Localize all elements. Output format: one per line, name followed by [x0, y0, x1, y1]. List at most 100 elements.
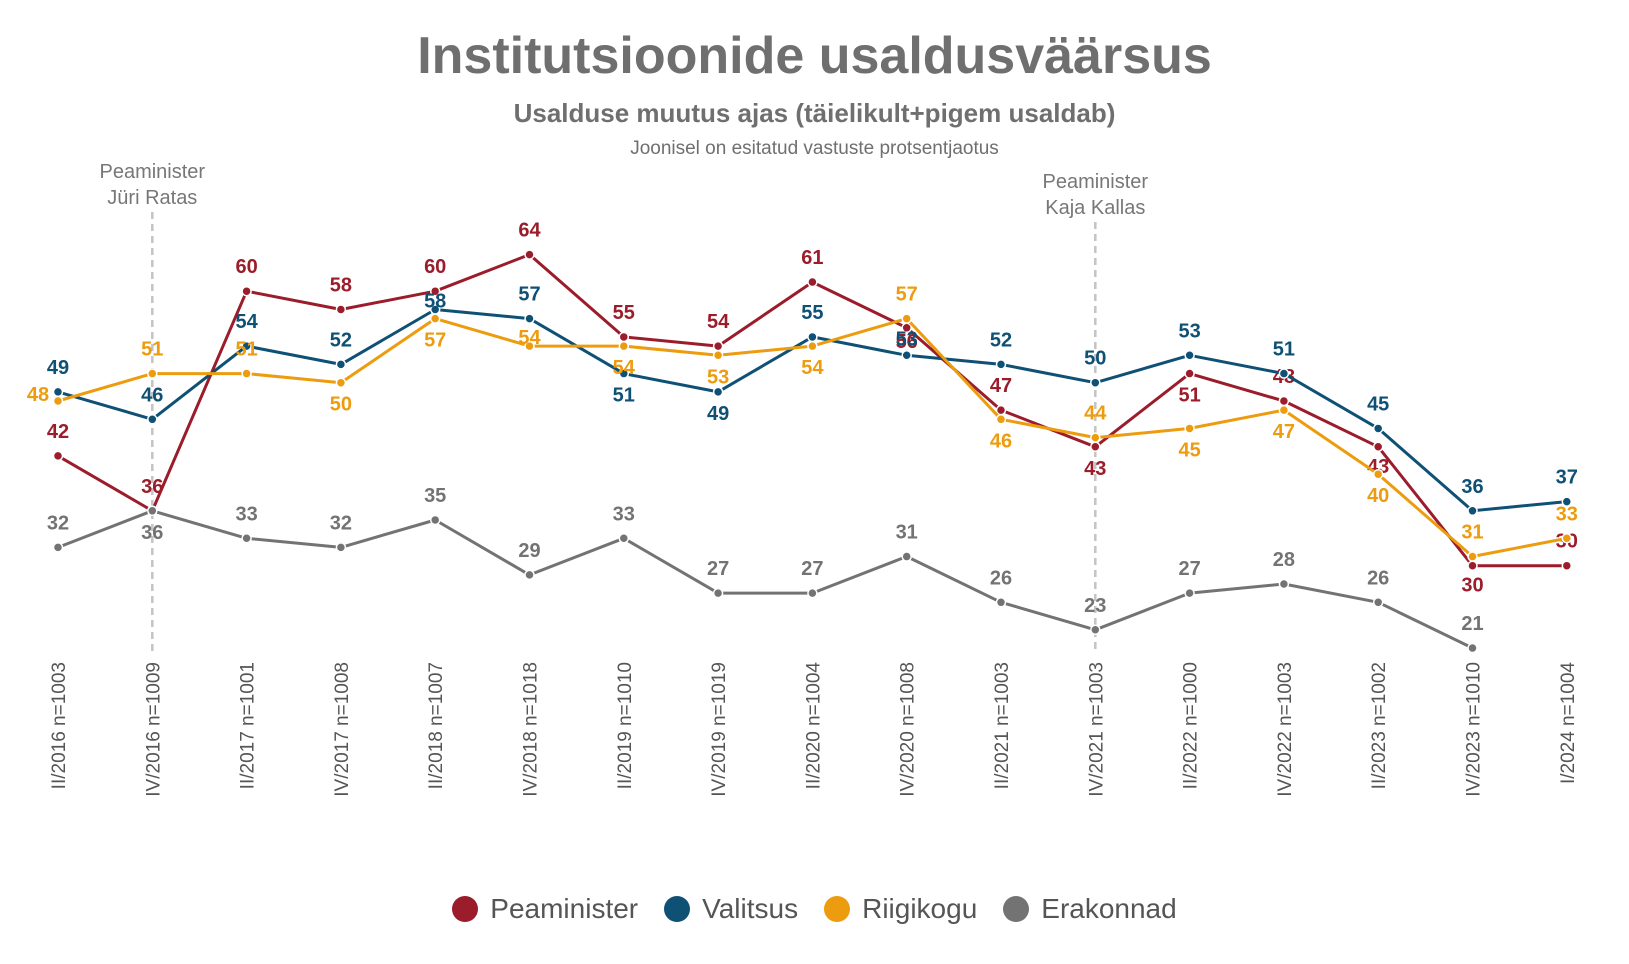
point-peaminister-10	[995, 404, 1007, 416]
legend-item-riigikogu[interactable]: Riigikogu	[824, 893, 977, 925]
data-label-valitsus-2: 54	[235, 311, 258, 333]
point-erakonnad-0	[52, 542, 64, 553]
point-valitsus-10	[995, 359, 1007, 370]
data-label-erakonnad-14: 26	[1367, 567, 1389, 589]
point-peaminister-5	[524, 249, 535, 260]
point-riigikogu-14	[1372, 468, 1384, 480]
legend-label-peaminister: Peaminister	[490, 893, 639, 924]
point-valitsus-1	[147, 414, 158, 425]
x-tick-label-12: II/2022 n=1000	[1181, 662, 1202, 789]
data-label-riigikogu-6: 54	[613, 357, 636, 379]
data-label-erakonnad-7: 27	[707, 558, 729, 580]
legend-marker-erakonnad	[1003, 896, 1030, 922]
point-valitsus-11	[1090, 377, 1101, 388]
series-line-erakonnad	[57, 509, 1474, 650]
legend-item-peaminister[interactable]: Peaminister	[452, 893, 638, 925]
point-riigikogu-16	[1561, 533, 1573, 544]
point-peaminister-14	[1372, 441, 1384, 452]
point-riigikogu-1	[147, 368, 158, 379]
annotation-text-0-line1: Peaminister	[99, 161, 205, 183]
data-label-valitsus-10: 52	[990, 329, 1012, 351]
point-peaminister-13	[1278, 395, 1290, 407]
x-tick-label-16: I/2024 n=1004	[1558, 662, 1579, 784]
point-erakonnad-1	[147, 505, 158, 517]
legend-marker-peaminister	[452, 896, 479, 922]
point-valitsus-8	[807, 331, 818, 343]
point-riigikogu-11	[1090, 432, 1101, 443]
data-label-riigikogu-0: 48	[27, 384, 49, 406]
data-label-riigikogu-16: 33	[1556, 503, 1578, 525]
point-valitsus-9	[901, 350, 912, 361]
point-valitsus-13	[1278, 368, 1290, 379]
x-tick-label-7: IV/2019 n=1019	[709, 662, 730, 797]
point-peaminister-11	[1090, 441, 1101, 452]
point-peaminister-0	[52, 450, 64, 462]
point-riigikogu-10	[995, 414, 1007, 425]
data-label-valitsus-13: 51	[1273, 339, 1295, 361]
point-peaminister-16	[1561, 560, 1573, 571]
point-erakonnad-2	[241, 533, 252, 544]
data-label-peaminister-11: 43	[1084, 458, 1106, 480]
data-label-valitsus-14: 45	[1367, 393, 1389, 415]
data-label-riigikogu-1: 51	[141, 339, 163, 361]
chart-note: Joonisel on esitatud vastuste protsentja…	[630, 138, 999, 159]
point-valitsus-16	[1561, 496, 1573, 507]
data-label-peaminister-15: 30	[1461, 575, 1483, 597]
annotation-text-0-line2: Jüri Ratas	[107, 187, 197, 209]
data-label-riigikogu-9: 57	[896, 284, 918, 306]
data-label-erakonnad-6: 33	[613, 503, 635, 525]
data-label-erakonnad-9: 31	[896, 522, 918, 544]
x-tick-label-10: II/2021 n=1003	[992, 662, 1013, 789]
data-label-peaminister-7: 54	[707, 311, 730, 333]
data-label-riigikogu-13: 47	[1273, 421, 1295, 443]
data-label-erakonnad-2: 33	[235, 503, 257, 525]
x-tick-label-11: IV/2021 n=1003	[1086, 662, 1107, 797]
point-riigikogu-7	[712, 350, 724, 361]
data-label-riigikogu-12: 45	[1178, 439, 1200, 461]
legend-item-erakonnad[interactable]: Erakonnad	[1003, 893, 1177, 925]
point-valitsus-12	[1184, 350, 1195, 361]
data-label-peaminister-10: 47	[990, 375, 1012, 397]
point-valitsus-5	[524, 313, 535, 324]
legend-marker-valitsus	[664, 896, 691, 922]
x-tick-label-2: II/2017 n=1001	[238, 662, 259, 789]
data-label-erakonnad-1: 36	[141, 522, 163, 544]
data-label-riigikogu-14: 40	[1367, 485, 1389, 507]
point-riigikogu-8	[807, 340, 818, 352]
x-tick-label-5: IV/2018 n=1018	[521, 662, 542, 797]
point-erakonnad-3	[335, 542, 347, 553]
data-label-riigikogu-10: 46	[990, 430, 1012, 452]
legend-label-valitsus: Valitsus	[702, 893, 799, 924]
point-valitsus-14	[1372, 423, 1384, 434]
data-label-erakonnad-11: 23	[1084, 595, 1106, 617]
x-tick-label-6: II/2019 n=1010	[615, 662, 636, 789]
data-label-riigikogu-2: 51	[235, 339, 257, 361]
point-peaminister-4	[429, 285, 441, 297]
point-erakonnad-14	[1372, 597, 1384, 608]
annotation-text-1-line1: Peaminister	[1042, 171, 1148, 193]
data-label-riigikogu-8: 54	[801, 357, 824, 379]
point-peaminister-15	[1467, 560, 1478, 571]
data-label-riigikogu-5: 54	[518, 327, 541, 349]
point-riigikogu-2	[241, 368, 252, 379]
point-riigikogu-15	[1467, 551, 1478, 562]
legend-item-valitsus[interactable]: Valitsus	[664, 893, 798, 925]
data-label-riigikogu-11: 44	[1084, 403, 1107, 425]
point-erakonnad-5	[524, 569, 535, 581]
point-erakonnad-13	[1278, 578, 1290, 590]
data-label-valitsus-11: 50	[1084, 348, 1106, 370]
point-riigikogu-4	[429, 313, 441, 324]
data-label-valitsus-12: 53	[1178, 320, 1200, 342]
data-label-erakonnad-10: 26	[990, 567, 1012, 589]
point-riigikogu-0	[52, 395, 64, 407]
legend: Peaminister Valitsus Riigikogu Erakonnad	[0, 893, 1629, 925]
x-tick-label-0: II/2016 n=1003	[49, 662, 70, 789]
point-valitsus-3	[335, 359, 347, 370]
point-peaminister-12	[1184, 368, 1195, 379]
data-label-riigikogu-15: 31	[1461, 522, 1483, 544]
legend-label-erakonnad: Erakonnad	[1041, 893, 1177, 924]
data-label-valitsus-1: 46	[141, 384, 163, 406]
x-tick-label-3: IV/2017 n=1008	[332, 662, 353, 797]
x-tick-label-15: IV/2023 n=1010	[1464, 662, 1485, 797]
data-label-valitsus-5: 57	[518, 284, 540, 306]
